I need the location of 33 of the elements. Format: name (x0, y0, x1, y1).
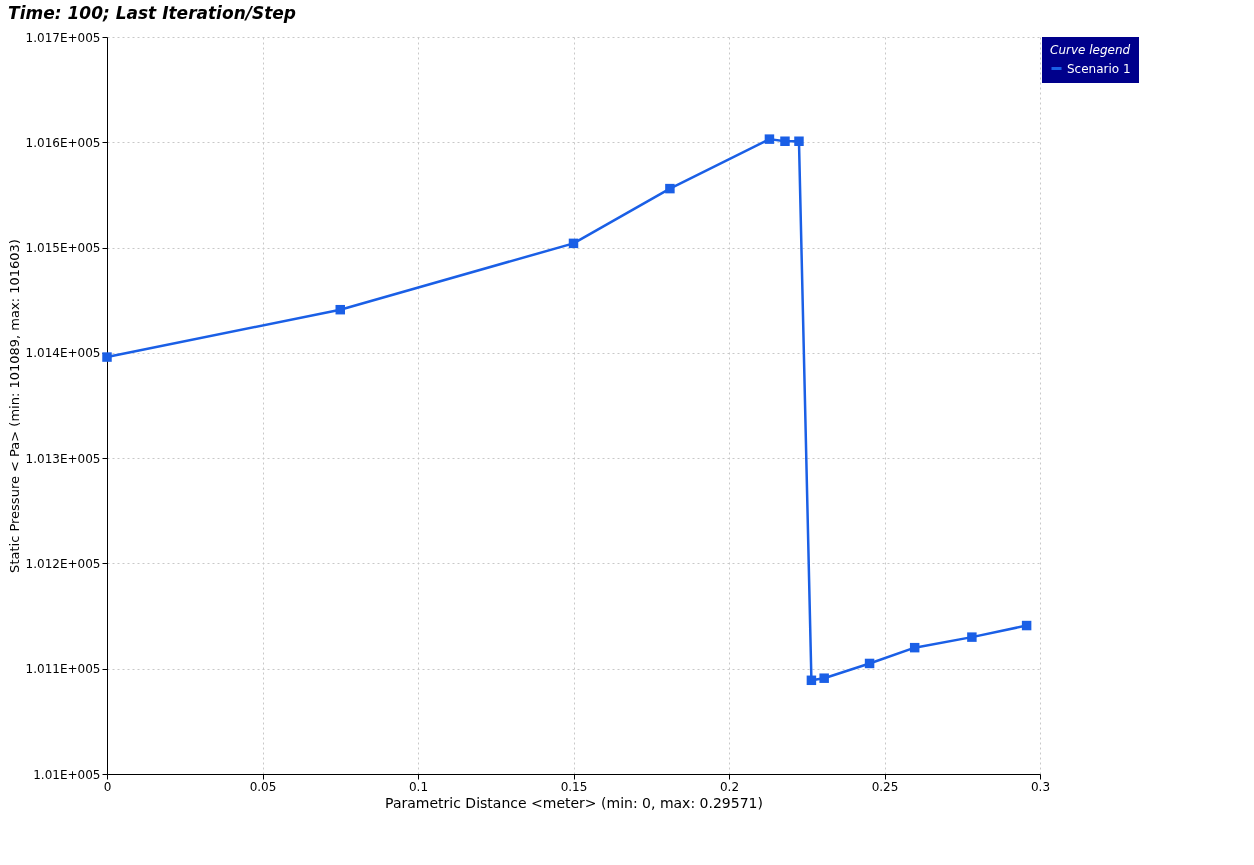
point (1021, 620, 1032, 631)
point (967, 632, 977, 642)
x-tick-label: 0.15 (560, 779, 588, 794)
y-tick-label: 1.012E+005 (25, 556, 101, 571)
y-tick-label: 1.013E+005 (25, 451, 101, 466)
x-tick-label: 0.25 (871, 779, 899, 794)
x-tick-label: 0.3 (1030, 779, 1051, 794)
point (568, 238, 579, 249)
point (102, 352, 112, 362)
point (794, 136, 804, 146)
point (780, 136, 790, 146)
x-axis-title: Parametric Distance <meter> (min: 0, max: 0.29571) (385, 794, 763, 811)
x-tick-label: 0 (103, 779, 112, 794)
point (819, 673, 829, 683)
y-tick-label: 1.016E+005 (25, 135, 101, 150)
legend-label: Scenario 1 (1067, 61, 1131, 76)
y-tick-label: 1.015E+005 (25, 241, 101, 256)
y-tick-label: 1.011E+005 (25, 662, 101, 677)
x-tick-label: 0.1 (408, 779, 429, 794)
y-tick-label: 1.017E+005 (25, 30, 101, 45)
point (335, 304, 345, 315)
y-tick-label: 1.01E+005 (33, 767, 101, 782)
y-axis-title: Static Pressure < Pa> (min: 101089, max: 101603) (6, 239, 22, 573)
legend-title: Curve legend (1050, 43, 1131, 57)
point (806, 675, 817, 686)
y-tick-label: 1.014E+005 (25, 346, 101, 361)
point (665, 183, 675, 194)
x-tick-label: 0.2 (719, 779, 740, 794)
point (909, 642, 920, 653)
x-tick-label: 0.05 (249, 779, 277, 794)
chart-title: Time: 100; Last Iteration/Step (8, 3, 297, 23)
point (764, 134, 775, 144)
point (864, 658, 875, 669)
